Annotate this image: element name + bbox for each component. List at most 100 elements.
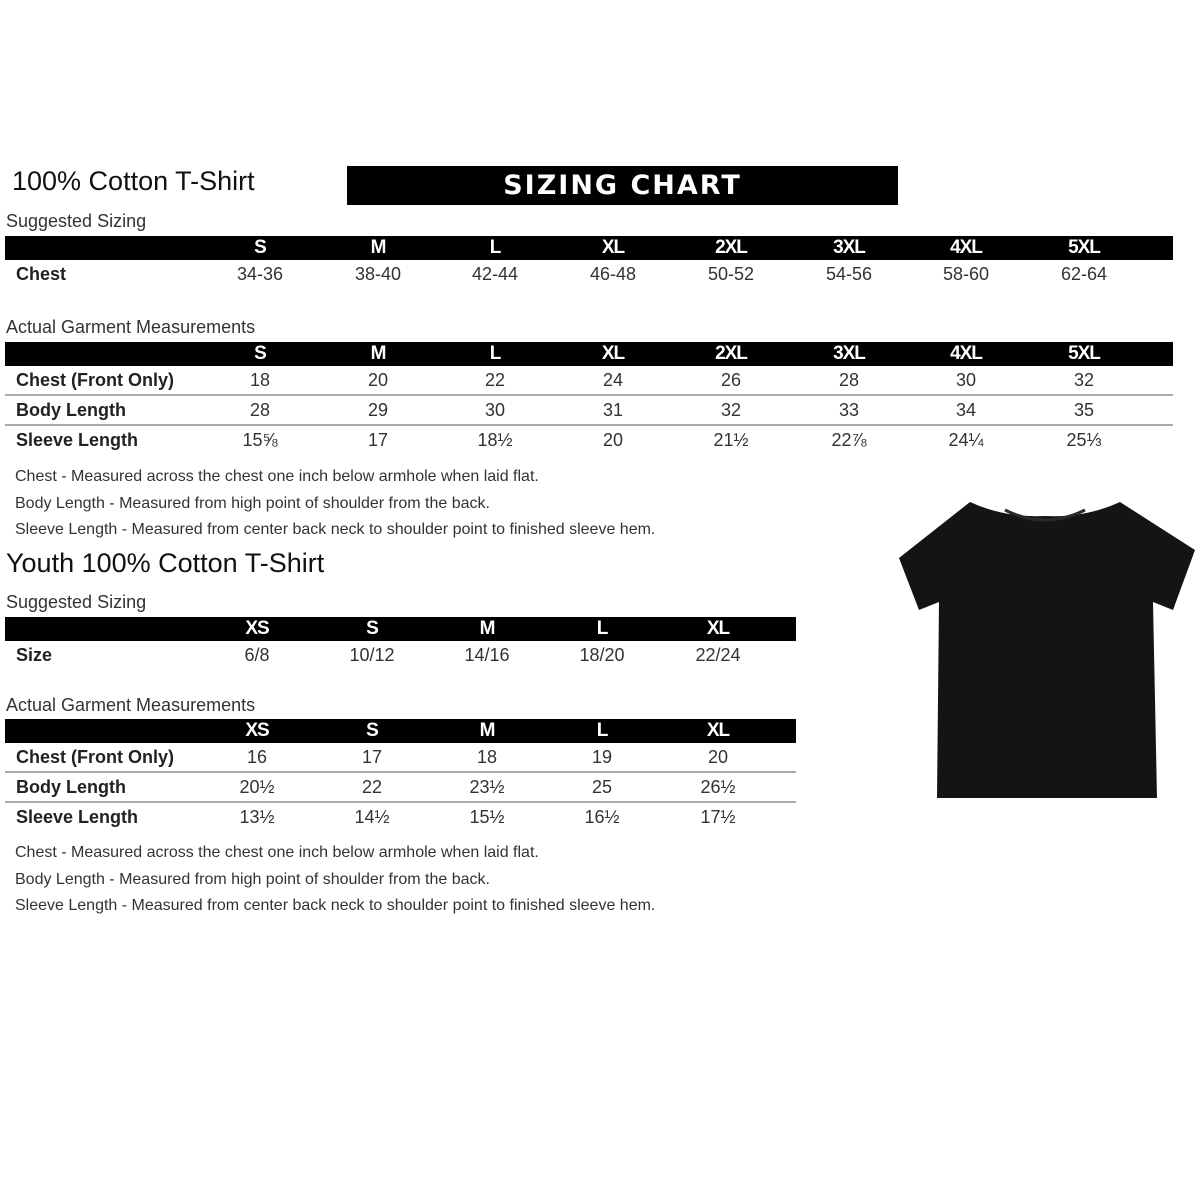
cell-value: 17 [361,747,383,767]
size-header: XL [601,343,625,364]
cell-value: 19 [591,747,613,767]
cell-value: 18/20 [579,645,625,665]
sizing-chart-banner: SIZING CHART [347,166,898,205]
cell-value: 34-36 [236,264,284,284]
measurement-note: Chest - Measured across the chest one in… [15,468,539,485]
tshirt-image [899,502,1195,798]
cell-value: 20 [602,430,624,450]
cell-value: 30 [484,400,506,420]
cell-value: 23½ [469,777,505,797]
cell-value: 28 [838,370,860,390]
size-header: XL [601,237,625,258]
cell-value: 22⅞ [831,430,867,450]
adult-suggested-table: S M L XL 2XL 3XL 4XL 5XL Chest 34-36 38-40 42-44 46-… [5,236,1173,288]
table-row: Sleeve Length 15⅝ 17 18½ 20 21½ 22⅞ 24¼ 25⅓ [5,426,1173,454]
adult-notes: Chest - Measured across the chest one in… [15,464,655,544]
size-header: 5XL [1068,237,1101,258]
size-header: XS [245,720,269,741]
table-row: Chest 34-36 38-40 42-44 46-48 50-52 54-56 58-60… [5,260,1173,288]
row-label: Sleeve Length [16,807,139,827]
youth-notes: Chest - Measured across the chest one in… [15,840,655,920]
cell-value: 21½ [713,430,749,450]
cell-value: 25⅓ [1066,430,1102,450]
cell-value: 42-44 [471,264,519,284]
cell-value: 15½ [469,807,505,827]
size-header: S [254,237,267,258]
measurement-note: Body Length - Measured from high point o… [15,494,490,512]
row-label: Chest (Front Only) [16,747,174,767]
row-label: Chest [16,264,67,284]
size-header-row: XS S M L XL [5,617,796,641]
cell-value: 16½ [584,807,620,827]
cell-value: 31 [602,400,624,420]
cell-value: 18 [249,370,271,390]
size-header: 4XL [950,343,983,364]
cell-value: 18 [476,747,498,767]
measurement-note: Chest - Measured across the chest one in… [15,844,539,861]
cell-value: 62-64 [1060,264,1108,284]
cell-value: 16 [246,747,268,767]
cell-value: 14/16 [464,645,510,665]
size-header: L [596,720,609,741]
adult-suggested-label: Suggested Sizing [6,211,147,231]
row-label: Sleeve Length [16,430,139,450]
size-header: M [479,618,496,639]
size-header: XS [245,618,269,639]
size-header: M [370,237,387,258]
adult-actual-table: S M L XL 2XL 3XL 4XL 5XL Chest (Front Only) 18 20 2… [5,342,1173,454]
size-header: L [489,237,502,258]
row-label: Chest (Front Only) [16,370,174,390]
cell-value: 29 [367,400,389,420]
youth-suggested-label: Suggested Sizing [6,592,147,612]
cell-value: 32 [1073,370,1095,390]
size-header: 2XL [715,343,748,364]
size-header: S [366,720,379,741]
measurement-note: Body Length - Measured from high point o… [15,870,490,888]
size-header-row: S M L XL 2XL 3XL 4XL 5XL [5,342,1173,366]
cell-value: 26 [720,370,742,390]
cell-value: 18½ [477,430,513,450]
cell-value: 46-48 [589,264,637,284]
youth-actual-label: Actual Garment Measurements [6,695,256,715]
row-label: Body Length [16,400,126,420]
cell-value: 22 [361,777,383,797]
measurement-note: Sleeve Length - Measured from center bac… [15,521,656,538]
cell-value: 15⅝ [242,430,278,450]
table-row: Size 6/8 10/12 14/16 18/20 22/24 [5,641,796,669]
cell-value: 54-56 [825,264,873,284]
cell-value: 33 [838,400,860,420]
size-header-row: XS S M L XL [5,719,796,743]
size-header: L [596,618,609,639]
cell-value: 24 [602,370,624,390]
table-row: Chest (Front Only) 16 17 18 19 20 [5,743,796,773]
cell-value: 38-40 [354,264,402,284]
cell-value: 10/12 [349,645,395,665]
size-header-row: S M L XL 2XL 3XL 4XL 5XL [5,236,1173,260]
cell-value: 20½ [239,777,275,797]
table-row: Chest (Front Only) 18 20 22 24 26 28 30 32 [5,366,1173,396]
size-header: S [254,343,267,364]
table-row: Sleeve Length 13½ 14½ 15½ 16½ 17½ [5,803,796,831]
size-header: 3XL [833,237,866,258]
size-header: 3XL [833,343,866,364]
size-header: 5XL [1068,343,1101,364]
cell-value: 13½ [239,807,275,827]
cell-value: 34 [955,400,977,420]
adult-title: 100% Cotton T-Shirt [12,166,255,196]
cell-value: 28 [249,400,271,420]
cell-value: 50-52 [707,264,755,284]
adult-actual-label: Actual Garment Measurements [6,317,256,337]
youth-title: Youth 100% Cotton T-Shirt [6,548,325,578]
size-header: 4XL [950,237,983,258]
youth-suggested-table: XS S M L XL Size 6/8 10/12 14/16 18/20 22/24 [5,617,796,669]
cell-value: 17 [367,430,389,450]
measurement-note: Sleeve Length - Measured from center bac… [15,897,656,914]
size-header: S [366,618,379,639]
row-label: Size [16,645,53,665]
size-header: L [489,343,502,364]
size-header: 2XL [715,237,748,258]
cell-value: 35 [1073,400,1095,420]
cell-value: 14½ [354,807,390,827]
size-header: XL [706,618,730,639]
